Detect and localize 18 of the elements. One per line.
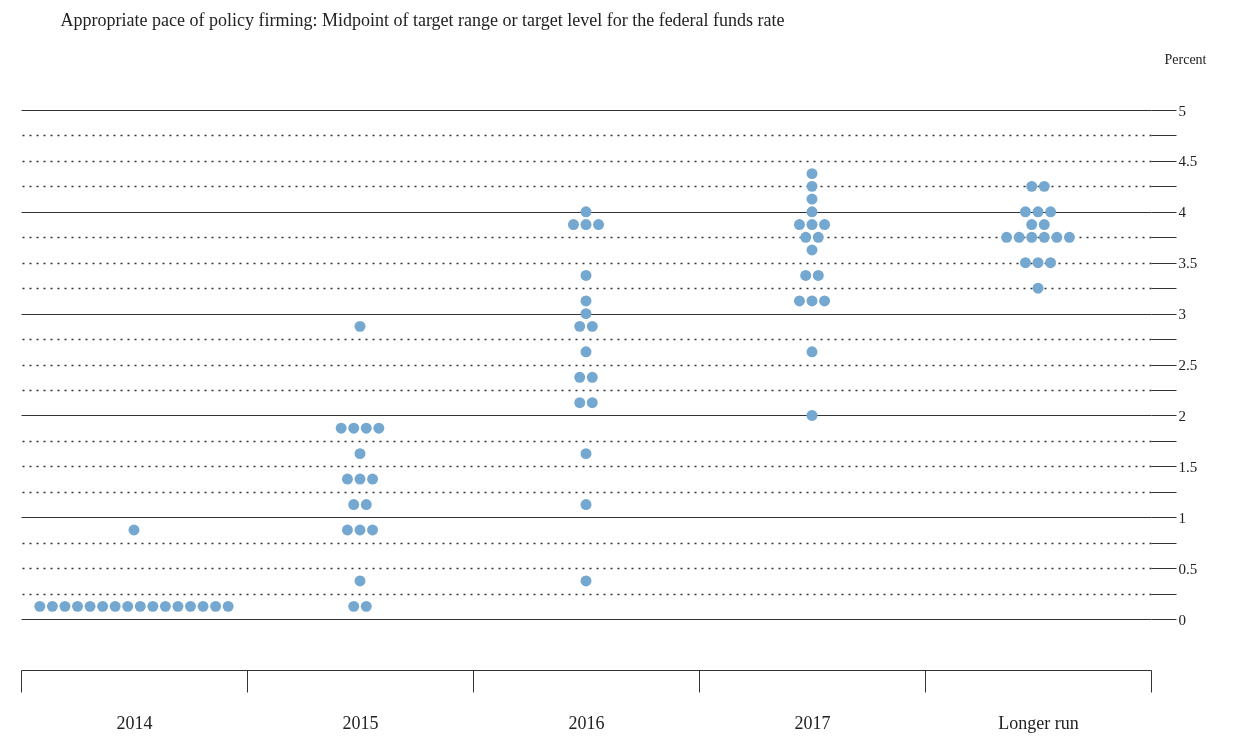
y-tick-label: 2.5 — [1178, 357, 1198, 374]
x-tick-label: Longer run — [998, 712, 1079, 733]
y-tick-label: 0.5 — [1178, 560, 1198, 577]
x-tick-label: 2016 — [568, 712, 605, 733]
y-tick-label: 3.5 — [1178, 255, 1198, 272]
x-tick-label: 2017 — [794, 712, 831, 733]
y-tick-label: 1 — [1178, 509, 1186, 526]
chart-title: Appropriate pace of policy firming: Midpoint of target range or target level for the federal funds rate — [60, 10, 785, 30]
x-tick-label: 2015 — [342, 712, 379, 733]
y-tick-label: 4.5 — [1178, 153, 1198, 170]
y-tick-label: 3 — [1178, 306, 1186, 323]
y-axis-title: Percent — [1164, 51, 1207, 67]
y-tick-label: 0 — [1178, 611, 1186, 628]
y-tick-label: 2 — [1178, 407, 1186, 424]
x-tick-label: 2014 — [116, 712, 153, 733]
y-tick-label: 5 — [1178, 102, 1186, 119]
y-tick-label: 1.5 — [1178, 458, 1198, 475]
y-tick-label: 4 — [1178, 204, 1187, 221]
